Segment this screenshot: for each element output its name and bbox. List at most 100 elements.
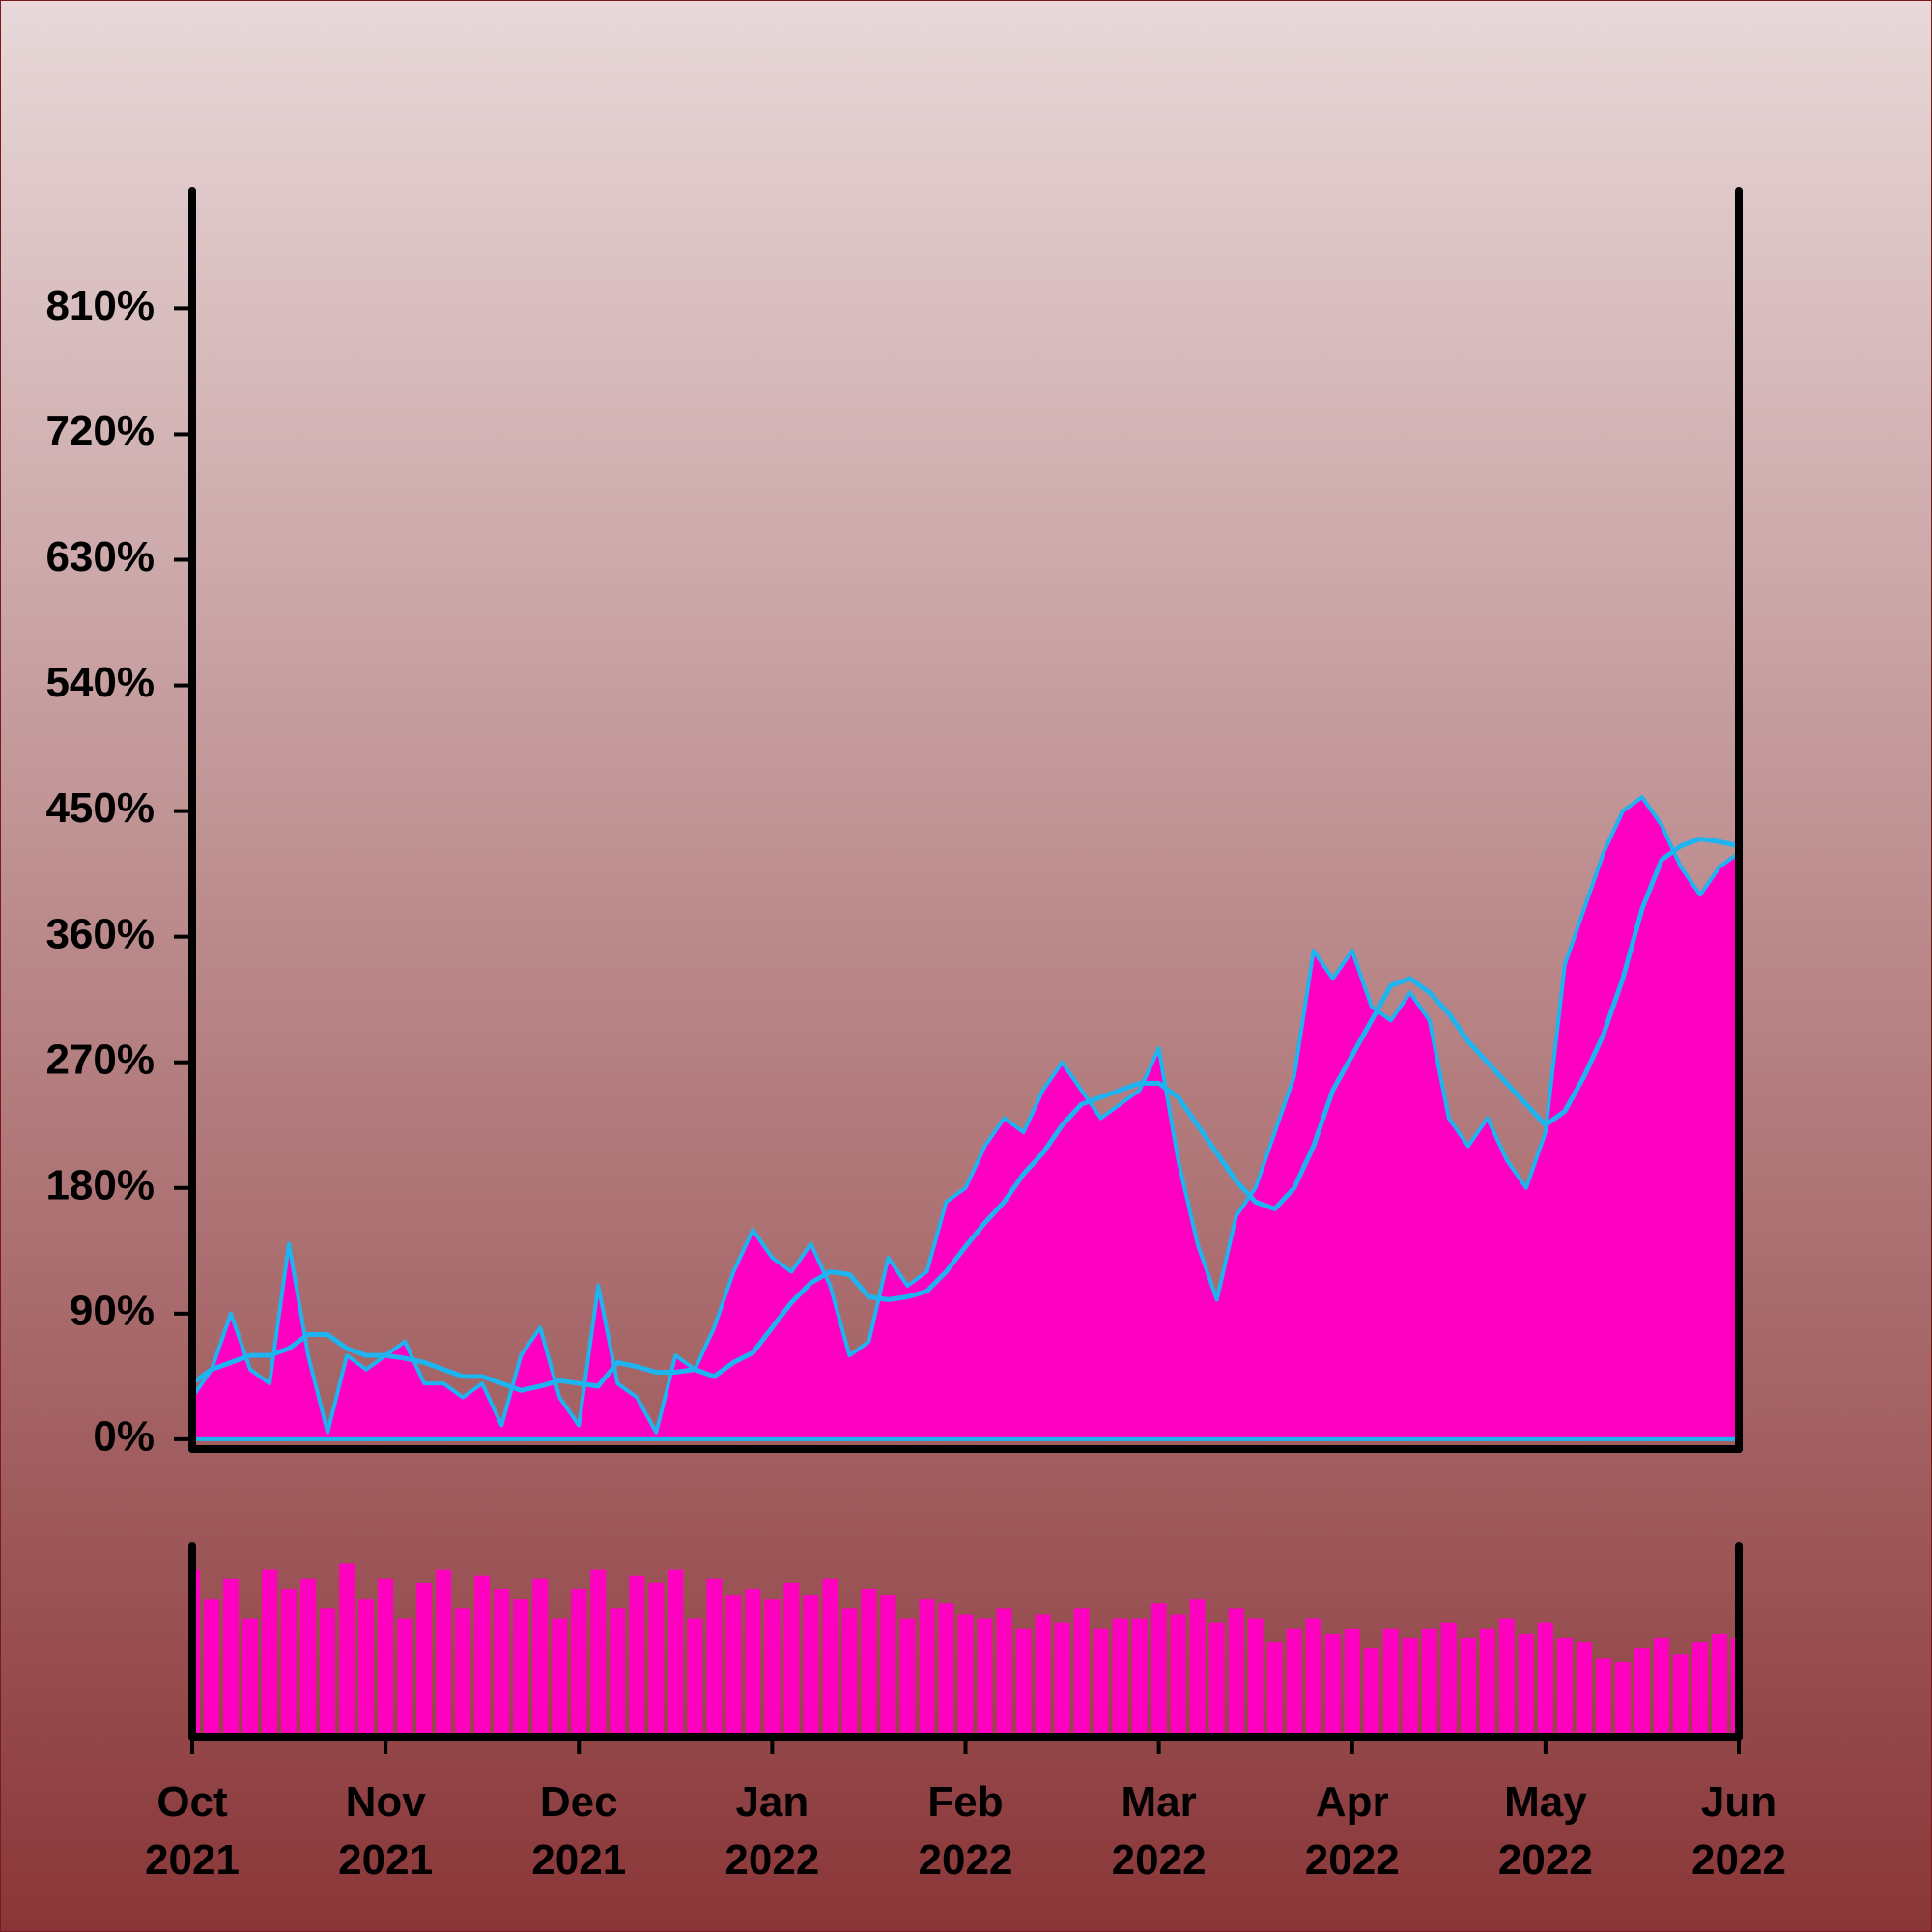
volume-bar bbox=[1189, 1599, 1206, 1737]
y-tick-label: 90% bbox=[70, 1287, 155, 1334]
volume-bar bbox=[1131, 1618, 1148, 1737]
volume-bar bbox=[1228, 1608, 1244, 1737]
area bbox=[192, 795, 1739, 1441]
volume-bar bbox=[1634, 1648, 1650, 1737]
volume-bar bbox=[957, 1614, 974, 1737]
y-tick-label: 270% bbox=[45, 1036, 155, 1083]
x-tick-label: May 2022 bbox=[1497, 1778, 1593, 1884]
volume-bar bbox=[1653, 1638, 1669, 1737]
y-tick-label: 810% bbox=[45, 282, 155, 329]
volume-bar bbox=[1035, 1614, 1051, 1737]
volume-bar bbox=[1498, 1618, 1515, 1737]
volume-bar bbox=[1711, 1634, 1727, 1737]
y-tick-label: 360% bbox=[45, 910, 155, 957]
volume-bar bbox=[358, 1599, 375, 1737]
volume-bar bbox=[803, 1595, 819, 1737]
volume-bar bbox=[474, 1575, 491, 1737]
volume-bar bbox=[281, 1589, 298, 1737]
volume-bar bbox=[1266, 1642, 1283, 1737]
volume-bar bbox=[1421, 1628, 1437, 1737]
volume-bar bbox=[1015, 1628, 1032, 1737]
volume-bar bbox=[648, 1582, 665, 1737]
y-tick-label: 630% bbox=[45, 533, 155, 581]
volume-bar bbox=[339, 1563, 355, 1737]
volume-bar bbox=[861, 1589, 877, 1737]
y-tick-label: 0% bbox=[93, 1413, 155, 1461]
volume-bar bbox=[1460, 1638, 1476, 1737]
volume-bar bbox=[242, 1618, 259, 1737]
volume-bar bbox=[416, 1582, 433, 1737]
volume-bar bbox=[1305, 1618, 1321, 1737]
volume-bar bbox=[590, 1569, 607, 1737]
volume-bar bbox=[745, 1589, 761, 1737]
y-tick-label: 540% bbox=[45, 659, 155, 706]
volume-bar bbox=[513, 1599, 529, 1737]
volume-bar bbox=[436, 1569, 452, 1737]
volume-bar bbox=[1556, 1638, 1573, 1737]
volume-bar bbox=[841, 1608, 858, 1737]
volume-bar bbox=[1208, 1622, 1225, 1737]
volume-bar bbox=[1112, 1618, 1128, 1737]
volume-bar bbox=[397, 1618, 413, 1737]
volume-bar bbox=[1382, 1628, 1399, 1737]
volume-bar bbox=[706, 1578, 723, 1737]
volume-bar bbox=[320, 1608, 336, 1737]
volume-bar bbox=[610, 1608, 626, 1737]
x-tick-label: Jun 2022 bbox=[1691, 1778, 1786, 1884]
volume-bar bbox=[1730, 1638, 1739, 1737]
volume-bar bbox=[1518, 1634, 1534, 1737]
x-tick-label: Apr 2022 bbox=[1304, 1778, 1400, 1884]
y-tick-label: 180% bbox=[45, 1161, 155, 1208]
volume-bar bbox=[1479, 1628, 1495, 1737]
volume-bar bbox=[1595, 1658, 1611, 1737]
x-tick-label: Nov 2021 bbox=[338, 1778, 434, 1884]
volume-bar bbox=[571, 1589, 587, 1737]
y-tick-label: 450% bbox=[45, 784, 155, 832]
volume-bar bbox=[300, 1578, 317, 1737]
volume-bar bbox=[1286, 1628, 1302, 1737]
volume-bar bbox=[899, 1618, 916, 1737]
volume-bar bbox=[1073, 1608, 1090, 1737]
volume-bar bbox=[1054, 1622, 1070, 1737]
volume-bar bbox=[204, 1599, 220, 1737]
volume-bar bbox=[1151, 1603, 1167, 1737]
volume-bar bbox=[455, 1608, 471, 1737]
volume-bar bbox=[1093, 1628, 1109, 1737]
volume-bar bbox=[1614, 1662, 1631, 1737]
x-tick-label: Mar 2022 bbox=[1111, 1778, 1207, 1884]
x-tick-label: Dec 2021 bbox=[531, 1778, 627, 1884]
volume-bar bbox=[1440, 1622, 1457, 1737]
volume-bar bbox=[192, 1569, 201, 1737]
volume-bar bbox=[532, 1578, 549, 1737]
volume-bar bbox=[1691, 1642, 1708, 1737]
x-tick-label: Oct 2021 bbox=[145, 1778, 240, 1884]
volume-bar bbox=[1344, 1628, 1360, 1737]
volume-bar bbox=[764, 1599, 781, 1737]
volume-bar bbox=[725, 1595, 742, 1737]
volume-bar bbox=[919, 1599, 935, 1737]
volume-bar bbox=[1537, 1622, 1553, 1737]
price-panel bbox=[192, 795, 1739, 1441]
volume-bar bbox=[783, 1582, 800, 1737]
volume-bar bbox=[1247, 1618, 1264, 1737]
volume-bar bbox=[494, 1589, 510, 1737]
volume-bar bbox=[223, 1578, 240, 1737]
volume-bar bbox=[1672, 1654, 1689, 1737]
volume-bar bbox=[1170, 1614, 1186, 1737]
y-tick-label: 720% bbox=[45, 408, 155, 455]
volume-bar bbox=[880, 1595, 896, 1737]
volume-bar bbox=[822, 1578, 838, 1737]
volume-bar bbox=[552, 1618, 568, 1737]
x-tick-label: Feb 2022 bbox=[918, 1778, 1013, 1884]
volume-bar bbox=[1363, 1648, 1379, 1737]
volume-panel bbox=[192, 1563, 1739, 1737]
volume-bar bbox=[668, 1569, 684, 1737]
volume-bar bbox=[378, 1578, 394, 1737]
volume-bar bbox=[262, 1569, 278, 1737]
volume-bar bbox=[996, 1608, 1012, 1737]
moving-average-line bbox=[192, 837, 1739, 1393]
volume-bar bbox=[1324, 1634, 1341, 1737]
volume-bar bbox=[687, 1618, 703, 1737]
volume-bar bbox=[938, 1603, 954, 1737]
